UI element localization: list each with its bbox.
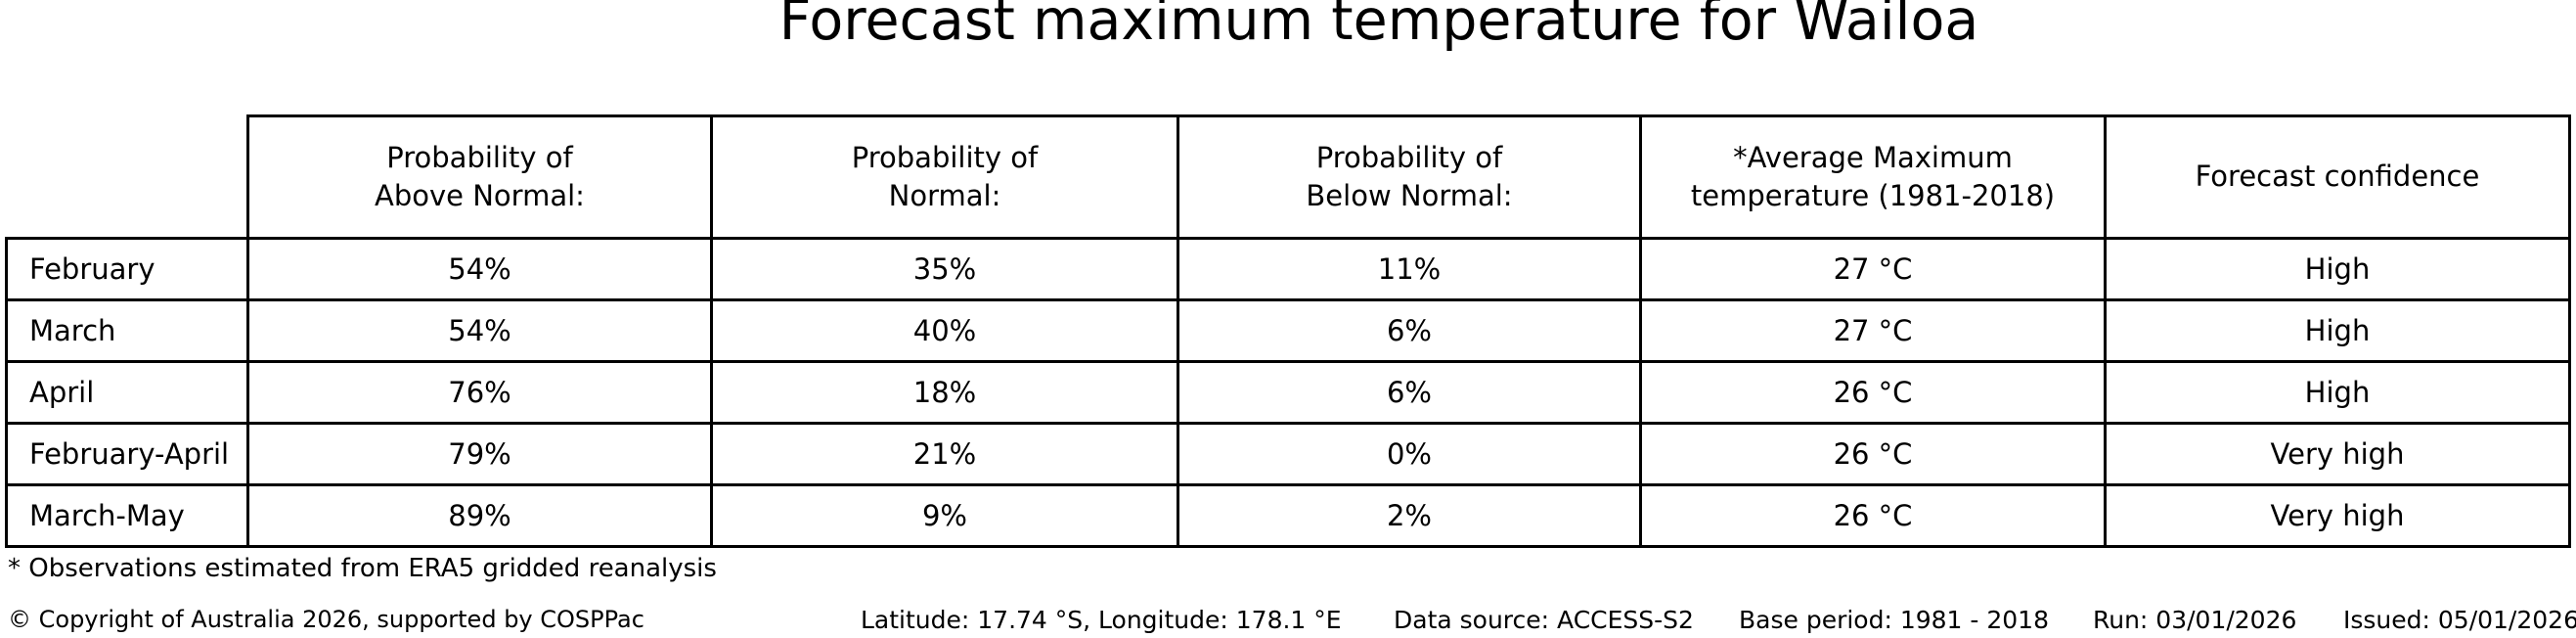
col-header-below-normal: Probability of Below Normal:	[1177, 114, 1642, 240]
lat-lon-text: Latitude: 17.74 °S, Longitude: 178.1 °E	[861, 606, 1342, 634]
cell-period: March-May	[5, 483, 249, 548]
cell-below-normal: 0%	[1177, 422, 1642, 486]
cell-confidence: Very high	[2104, 483, 2571, 548]
cell-above-normal: 79%	[246, 422, 713, 486]
copyright-text: © Copyright of Australia 2026, supported…	[8, 606, 644, 633]
cell-period: February-April	[5, 422, 249, 486]
corner-cell	[7, 116, 248, 239]
table-row-march: March 54% 40% 6% 27 °C High	[5, 298, 2571, 363]
cell-average-maximum: 26 °C	[1639, 422, 2107, 486]
issued-date-text: Issued: 05/01/2026	[2343, 606, 2576, 634]
cell-normal: 21%	[710, 422, 1179, 486]
table-row-february: February 54% 35% 11% 27 °C High	[5, 237, 2571, 301]
cell-normal: 35%	[710, 237, 1179, 301]
col-header-above-normal: Probability of Above Normal:	[246, 114, 713, 240]
cell-above-normal: 54%	[246, 237, 713, 301]
cell-above-normal: 54%	[246, 298, 713, 363]
col-header-normal: Probability of Normal:	[710, 114, 1179, 240]
observations-footnote: * Observations estimated from ERA5 gridd…	[8, 554, 717, 583]
cell-average-maximum: 26 °C	[1639, 483, 2107, 548]
table-row-march-may: March-May 89% 9% 2% 26 °C Very high	[5, 483, 2571, 548]
cell-normal: 40%	[710, 298, 1179, 363]
header-row: Probability of Above Normal: Probability…	[7, 114, 2571, 240]
table-row-february-april: February-April 79% 21% 0% 26 °C Very hig…	[5, 422, 2571, 486]
base-period-text: Base period: 1981 - 2018	[1739, 606, 2049, 634]
cell-period: April	[5, 360, 249, 425]
cell-below-normal: 6%	[1177, 360, 1642, 425]
cell-average-maximum: 27 °C	[1639, 298, 2107, 363]
run-date-text: Run: 03/01/2026	[2093, 606, 2297, 634]
cell-average-maximum: 26 °C	[1639, 360, 2107, 425]
col-header-forecast-confidence: Forecast confidence	[2104, 114, 2571, 240]
cell-above-normal: 89%	[246, 483, 713, 548]
cell-period: February	[5, 237, 249, 301]
cell-period: March	[5, 298, 249, 363]
cell-confidence: High	[2104, 298, 2571, 363]
page-title: Forecast maximum temperature for Wailoa	[778, 0, 1979, 53]
cell-confidence: Very high	[2104, 422, 2571, 486]
cell-average-maximum: 27 °C	[1639, 237, 2107, 301]
cell-above-normal: 76%	[246, 360, 713, 425]
forecast-table: Probability of Above Normal: Probability…	[5, 114, 2571, 548]
cell-below-normal: 11%	[1177, 237, 1642, 301]
table-row-april: April 76% 18% 6% 26 °C High	[5, 360, 2571, 425]
cell-confidence: High	[2104, 360, 2571, 425]
col-header-average-maximum: *Average Maximum temperature (1981-2018)	[1639, 114, 2107, 240]
cell-normal: 18%	[710, 360, 1179, 425]
cell-normal: 9%	[710, 483, 1179, 548]
cell-below-normal: 2%	[1177, 483, 1642, 548]
cell-confidence: High	[2104, 237, 2571, 301]
cell-below-normal: 6%	[1177, 298, 1642, 363]
data-source-text: Data source: ACCESS-S2	[1394, 606, 1694, 634]
